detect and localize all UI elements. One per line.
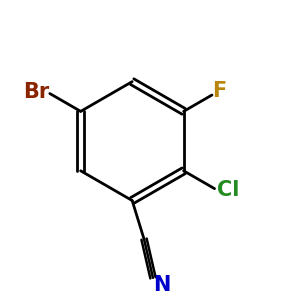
Text: F: F [212,81,226,100]
Text: Br: Br [23,82,50,102]
Text: Cl: Cl [217,180,239,200]
Text: N: N [153,275,171,295]
